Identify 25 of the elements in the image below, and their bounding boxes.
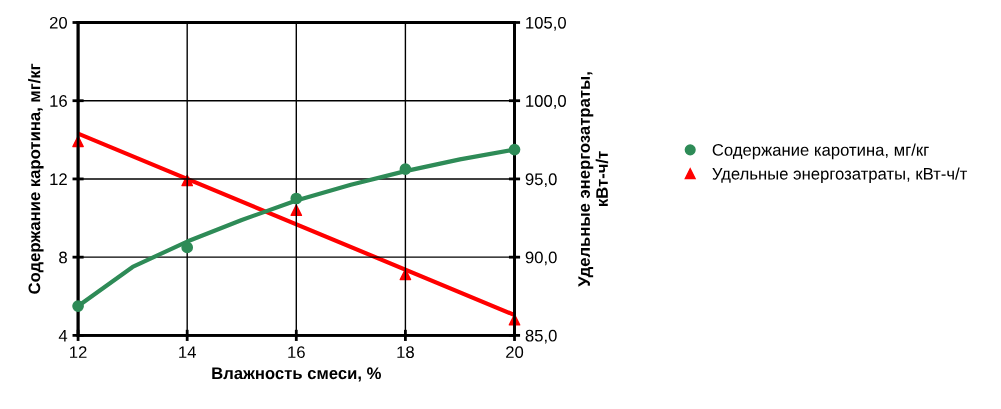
x-tick-label: 20 <box>506 346 524 359</box>
y-tick-label: 12 <box>50 173 67 185</box>
point <box>290 192 303 205</box>
x-tick-label: 18 <box>397 346 414 359</box>
x-tick-label: 16 <box>288 346 305 359</box>
point <box>399 163 412 176</box>
x-axis-title: Влажность смеси, % <box>212 367 381 382</box>
y2-tick-label: 90,0 <box>525 251 557 266</box>
point <box>508 143 521 156</box>
y2-axis-title: Удельные энергозатраты, кВт-ч/т <box>578 72 609 287</box>
point <box>181 241 194 254</box>
x-tick-label: 12 <box>70 346 87 358</box>
x-tick-label: 14 <box>179 346 196 358</box>
y-tick-label: 20 <box>49 16 68 29</box>
y2-tick-label: 95,0 <box>525 173 557 188</box>
y2-tick-label: 85,0 <box>525 329 557 344</box>
legend-label: Содержание каротина, мг/кг <box>712 143 929 160</box>
y-tick-label: 8 <box>59 251 67 264</box>
y-tick-label: 16 <box>50 95 67 107</box>
y2-tick-label: 105,0 <box>526 16 566 31</box>
point <box>72 300 84 312</box>
y-tick-label: 4 <box>58 329 68 342</box>
y2-tick-label: 100,0 <box>526 95 566 109</box>
legend-label: Удельные энергозатраты, кВт-ч/т <box>712 167 968 183</box>
y-axis-title: Содержание каротина, мг/кг <box>28 63 44 294</box>
